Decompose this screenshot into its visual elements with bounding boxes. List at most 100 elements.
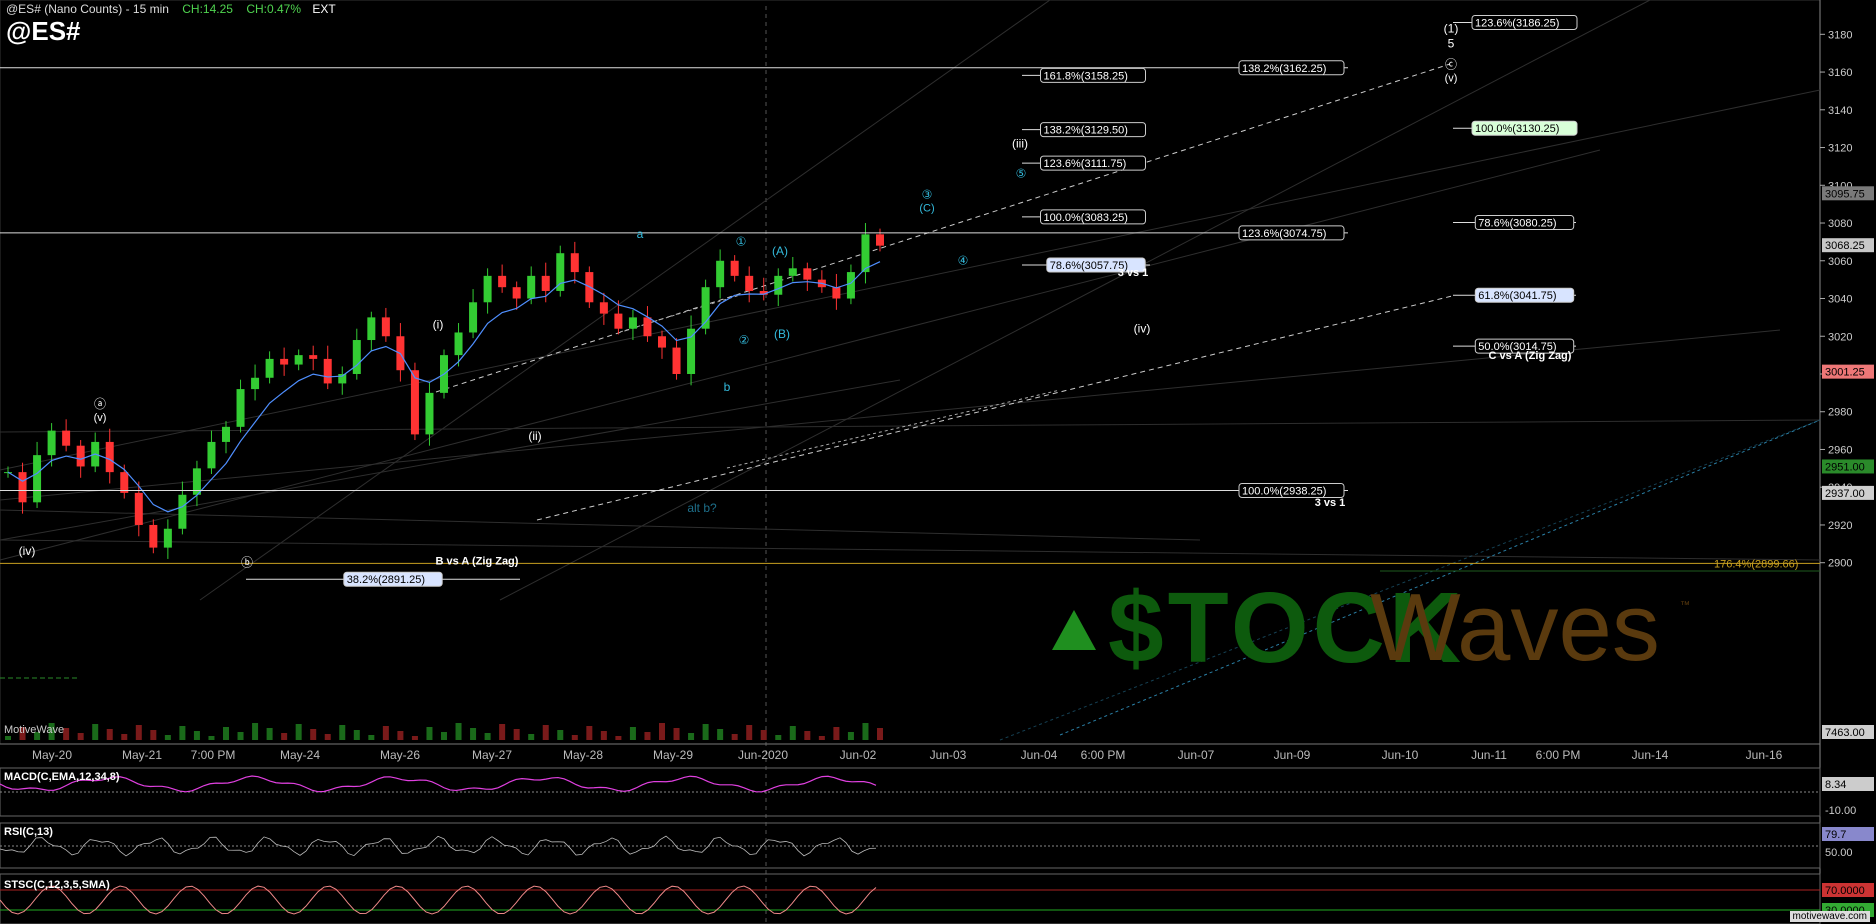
fib-label: 50.0%(3014.75) (1478, 341, 1556, 353)
candle-body (614, 313, 623, 329)
candle-body (454, 332, 463, 356)
volume-bar (804, 731, 811, 740)
wave-label: (ii) (528, 429, 541, 443)
volume-bar (324, 734, 331, 740)
x-tick-label: May-28 (563, 748, 603, 762)
volume-bar (237, 732, 244, 740)
fan-line (0, 89, 1821, 471)
price-tag-label: 3001.25 (1825, 367, 1865, 379)
x-tick-label: Jun-09 (1274, 748, 1311, 762)
rsi-label: RSI(C,13) (4, 826, 53, 838)
wave-label: ⑤ (1016, 167, 1027, 181)
volume-bar (862, 723, 869, 740)
time-axis: May-20 May-21 7:00 PM May-24 May-26 May-27 May… (0, 743, 1820, 762)
indicator-frame (0, 767, 1821, 817)
volume-bar (455, 723, 462, 740)
candle-body (512, 287, 521, 299)
candle-body (265, 358, 274, 378)
x-tick-label: Jun-16 (1746, 748, 1783, 762)
volume-bar (717, 729, 724, 740)
change-percent: CH:0.47% (246, 2, 302, 16)
candle-body (599, 302, 608, 314)
fib-label-box (1040, 209, 1146, 225)
volume-bar (106, 729, 113, 740)
fib-label-box (1040, 67, 1146, 83)
candle-body (381, 317, 390, 337)
wave-sublabel: (v) (94, 412, 107, 424)
y-tick-label: 3020 (1828, 331, 1852, 343)
candle-body (338, 373, 347, 384)
candle-body (309, 355, 318, 359)
x-tick-label: Jun-2020 (738, 748, 788, 762)
ind-tag (1822, 883, 1874, 897)
fib-label: 100.0%(3130.25) (1475, 123, 1559, 135)
candle-body (163, 528, 172, 548)
candle-body (222, 426, 230, 442)
candle-body (498, 275, 507, 288)
stoch-label: STSC(C,12,3,5,SMA) (4, 879, 110, 891)
x-tick-label: May-29 (653, 748, 693, 762)
brand-right[interactable]: motivewave.com (1789, 911, 1870, 922)
candle-body (410, 370, 419, 435)
wave-label: (A) (772, 244, 788, 258)
volume-bar (818, 736, 825, 740)
volume-bar (223, 727, 229, 740)
volume-bar (164, 735, 171, 740)
volume-bars (5, 723, 883, 740)
candle-body (803, 268, 812, 280)
y-tick-label: 3140 (1828, 105, 1852, 117)
fib-label: 100.0%(3083.25) (1044, 212, 1128, 224)
candle-body (149, 524, 158, 548)
fib-label-box (1238, 483, 1345, 499)
fan-line (0, 539, 1821, 561)
x-tick-label: Jun-10 (1382, 748, 1419, 762)
brand-left: MotiveWave (4, 724, 65, 736)
y-tick-label: 2920 (1828, 520, 1852, 532)
chart-header: @ES# (Nano Counts) - 15 min CH:14.25 CH:… (6, 2, 336, 16)
volume-bar (150, 730, 157, 740)
chart-title: @ES# (Nano Counts) - 15 min (6, 2, 169, 16)
volume-bar (426, 727, 433, 740)
channel-inner (619, 294, 741, 333)
ind-tag (1822, 845, 1874, 859)
candle-body (745, 275, 754, 291)
fan-line (0, 329, 1781, 501)
candle-body (251, 377, 260, 390)
volume-bar (34, 732, 41, 740)
candle-body (658, 336, 666, 348)
volume-bar (644, 732, 651, 740)
volume-bar (600, 731, 607, 740)
wave-label: (iii) (1012, 137, 1028, 151)
candle-body (120, 472, 129, 493)
volume-bar (339, 725, 346, 740)
candle-body (716, 260, 725, 288)
fib-label-box (1238, 60, 1345, 76)
ind-tag (1822, 803, 1874, 817)
fib-label-box (1471, 120, 1578, 136)
volume-bar (528, 734, 535, 740)
candle-body (846, 272, 855, 299)
candle-layer (4, 223, 884, 559)
indicator-frame (0, 873, 1821, 924)
y-tick-label: 3120 (1828, 143, 1852, 155)
volume-bar (746, 725, 753, 740)
candle-body (774, 275, 783, 295)
volume-bar (382, 726, 389, 740)
candle-body (192, 468, 201, 495)
wave-label: ① (736, 235, 747, 249)
cyan-trendline (1059, 419, 1821, 736)
candle-body (832, 287, 841, 299)
candle-body (541, 275, 550, 291)
fib-label-box (1474, 215, 1575, 231)
candle-body (47, 430, 56, 456)
y-tick-label: 3080 (1828, 218, 1852, 230)
wave-label: (1) (1444, 21, 1459, 35)
volume-bar (193, 731, 200, 740)
candle-body (294, 355, 303, 365)
annotation: 3 vs 1 (1118, 267, 1149, 279)
y-tick-label: 2900 (1828, 558, 1852, 570)
candle-body (570, 253, 579, 273)
